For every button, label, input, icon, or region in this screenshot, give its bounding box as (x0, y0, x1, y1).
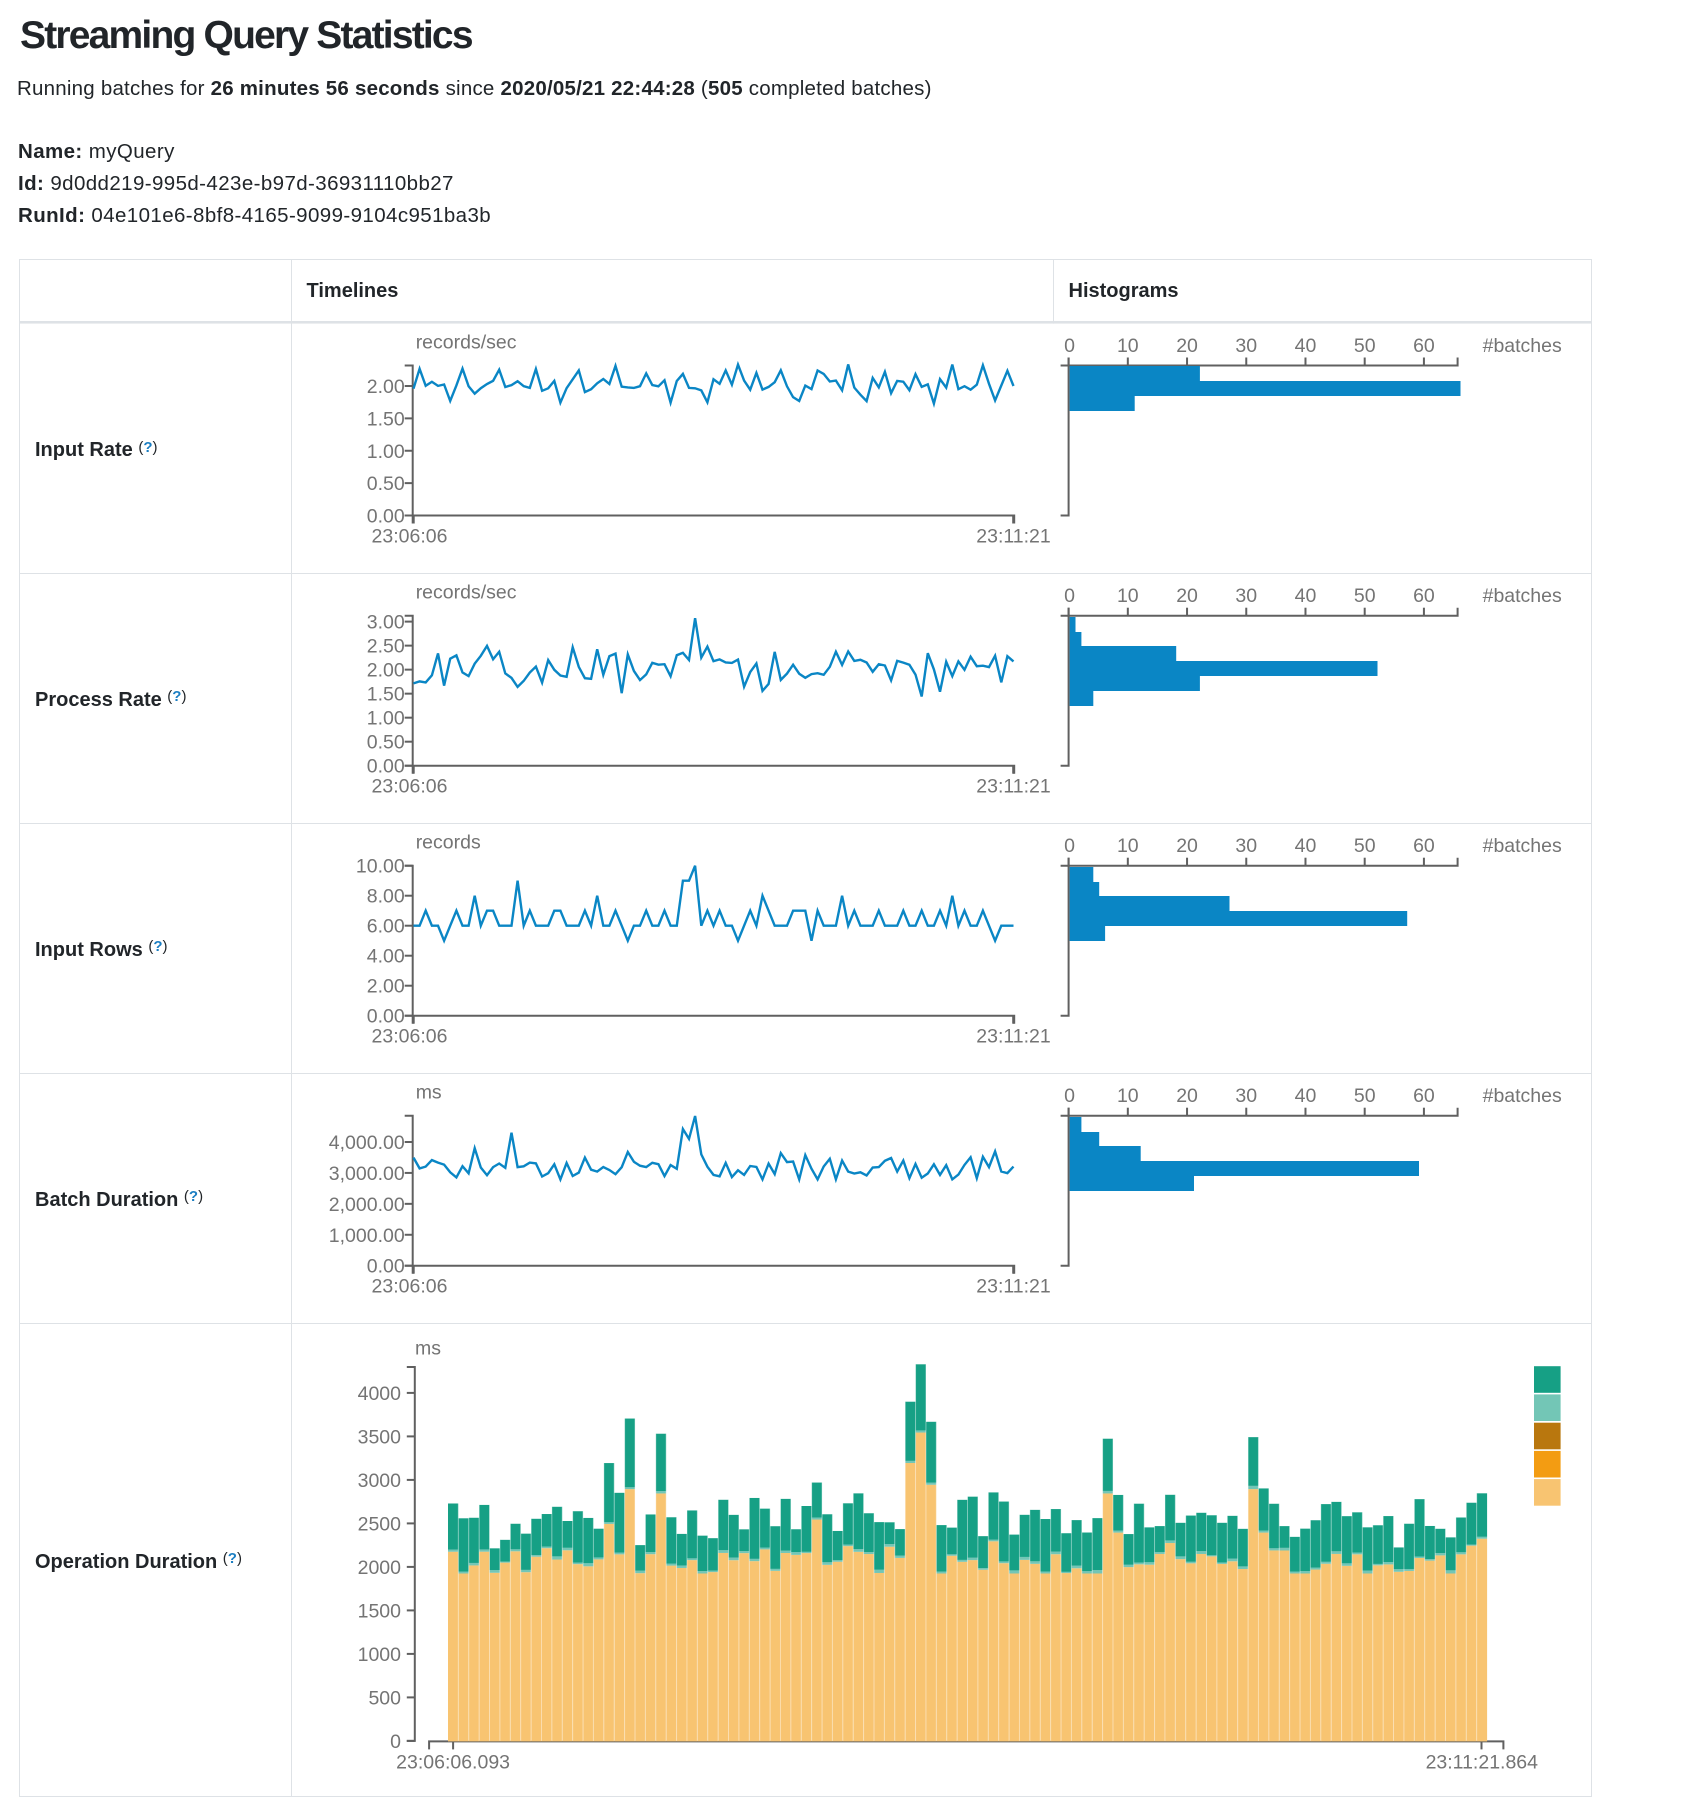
svg-text:records: records (416, 832, 481, 854)
svg-text:#batches: #batches (1483, 585, 1562, 607)
svg-text:23:11:21: 23:11:21 (976, 1026, 1050, 1048)
svg-text:60: 60 (1413, 335, 1435, 357)
svg-text:20: 20 (1176, 585, 1198, 607)
svg-text:2.00: 2.00 (367, 376, 405, 398)
svg-text:10: 10 (1117, 585, 1139, 607)
svg-text:records/sec: records/sec (416, 582, 517, 604)
svg-text:ms: ms (415, 1338, 441, 1360)
svg-text:500: 500 (368, 1687, 401, 1709)
svg-text:1000: 1000 (358, 1644, 402, 1666)
svg-text:3000: 3000 (358, 1470, 402, 1492)
svg-text:50: 50 (1354, 335, 1376, 357)
svg-text:1.00: 1.00 (367, 441, 405, 463)
svg-text:40: 40 (1295, 585, 1317, 607)
svg-text:0.00: 0.00 (367, 1006, 405, 1028)
svg-text:23:11:21: 23:11:21 (976, 526, 1050, 548)
svg-text:records/sec: records/sec (416, 332, 517, 354)
svg-text:1500: 1500 (358, 1600, 402, 1622)
svg-text:20: 20 (1176, 835, 1198, 857)
svg-text:0: 0 (390, 1731, 401, 1753)
svg-text:3500: 3500 (358, 1426, 402, 1448)
svg-text:23:06:06: 23:06:06 (372, 526, 448, 548)
svg-text:2,000.00: 2,000.00 (329, 1194, 405, 1216)
svg-text:3.00: 3.00 (367, 612, 405, 634)
svg-text:2.00: 2.00 (367, 660, 405, 682)
svg-text:4,000.00: 4,000.00 (329, 1132, 405, 1154)
svg-text:23:06:06.093: 23:06:06.093 (396, 1752, 510, 1774)
svg-text:40: 40 (1295, 835, 1317, 857)
svg-text:23:11:21: 23:11:21 (976, 1276, 1050, 1298)
svg-text:ms: ms (416, 1082, 442, 1104)
svg-text:23:11:21: 23:11:21 (976, 776, 1050, 798)
svg-text:60: 60 (1413, 835, 1435, 857)
svg-text:#batches: #batches (1483, 1085, 1562, 1107)
svg-text:#batches: #batches (1483, 335, 1562, 357)
svg-text:30: 30 (1235, 585, 1257, 607)
svg-text:2500: 2500 (358, 1513, 402, 1535)
svg-text:0.50: 0.50 (367, 732, 405, 754)
svg-text:2.00: 2.00 (367, 976, 405, 998)
svg-text:23:06:06: 23:06:06 (372, 776, 448, 798)
svg-text:8.00: 8.00 (367, 886, 405, 908)
svg-text:4.00: 4.00 (367, 946, 405, 968)
svg-text:50: 50 (1354, 1085, 1376, 1107)
svg-text:10: 10 (1117, 335, 1139, 357)
svg-text:40: 40 (1295, 1085, 1317, 1107)
svg-text:6.00: 6.00 (367, 916, 405, 938)
svg-text:3,000.00: 3,000.00 (329, 1163, 405, 1185)
svg-text:0: 0 (1064, 335, 1075, 357)
svg-text:20: 20 (1176, 1085, 1198, 1107)
svg-text:23:11:21.864: 23:11:21.864 (1426, 1752, 1539, 1774)
svg-text:0.00: 0.00 (367, 756, 405, 778)
svg-text:50: 50 (1354, 585, 1376, 607)
svg-text:10.00: 10.00 (356, 856, 405, 878)
svg-text:4000: 4000 (358, 1383, 402, 1405)
svg-text:30: 30 (1235, 835, 1257, 857)
svg-text:20: 20 (1176, 335, 1198, 357)
svg-text:50: 50 (1354, 835, 1376, 857)
svg-text:60: 60 (1413, 585, 1435, 607)
svg-text:30: 30 (1235, 1085, 1257, 1107)
svg-text:1.50: 1.50 (367, 408, 405, 430)
svg-text:0: 0 (1064, 835, 1075, 857)
svg-text:1,000.00: 1,000.00 (329, 1225, 405, 1247)
svg-text:40: 40 (1295, 335, 1317, 357)
svg-text:0.00: 0.00 (367, 1256, 405, 1278)
svg-text:0: 0 (1064, 585, 1075, 607)
svg-text:0.00: 0.00 (367, 506, 405, 528)
svg-text:1.00: 1.00 (367, 708, 405, 730)
svg-text:60: 60 (1413, 1085, 1435, 1107)
svg-text:2000: 2000 (358, 1557, 402, 1579)
svg-text:23:06:06: 23:06:06 (372, 1276, 448, 1298)
svg-text:10: 10 (1117, 835, 1139, 857)
svg-text:1.50: 1.50 (367, 684, 405, 706)
svg-text:23:06:06: 23:06:06 (372, 1026, 448, 1048)
svg-text:30: 30 (1235, 335, 1257, 357)
svg-text:#batches: #batches (1483, 835, 1562, 857)
svg-text:10: 10 (1117, 1085, 1139, 1107)
svg-text:0.50: 0.50 (367, 473, 405, 495)
svg-text:0: 0 (1064, 1085, 1075, 1107)
svg-text:2.50: 2.50 (367, 636, 405, 658)
